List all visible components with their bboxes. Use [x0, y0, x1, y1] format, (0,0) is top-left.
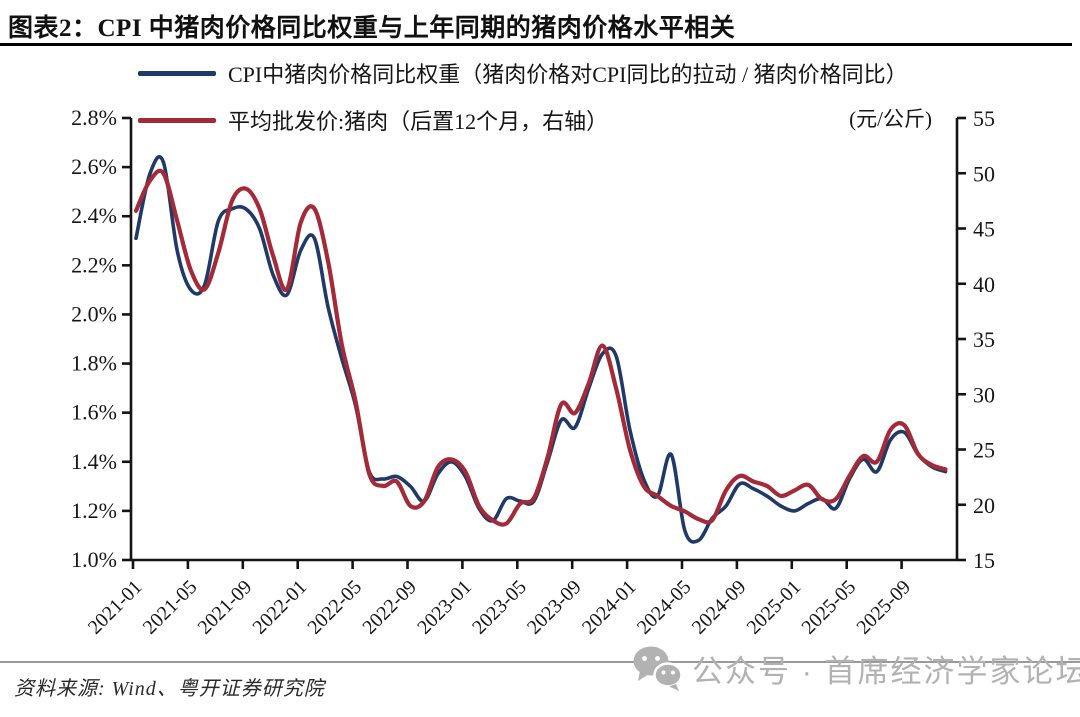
watermark-text: 公众号 · 首席经济学家论坛: [692, 653, 1080, 689]
x-axis-tick-label: 2023-01: [413, 576, 476, 639]
left-axis-tick-label: 2.8%: [71, 105, 117, 130]
right-axis-tick-label: 55: [973, 106, 995, 131]
x-axis-tick-label: 2025-05: [798, 576, 861, 639]
x-axis-tick-label: 2024-09: [688, 576, 751, 639]
x-axis-tick-label: 2021-09: [194, 576, 257, 639]
x-axis-tick-label: 2022-01: [249, 576, 312, 639]
footer-divider: [0, 661, 1080, 663]
x-axis-tick-label: 2022-05: [303, 576, 366, 639]
legend-line-sample-blue: [138, 70, 216, 76]
right-axis-tick-label: 45: [973, 217, 995, 242]
left-axis-tick-label: 2.0%: [71, 301, 117, 326]
right-axis-tick-label: 20: [973, 493, 995, 518]
right-axis-tick-label: 15: [973, 548, 995, 573]
legend-item-pork-price: 平均批发价:猪肉（后置12个月，右轴）: [138, 103, 908, 137]
left-axis-tick-label: 1.2%: [71, 498, 117, 523]
right-axis-unit-label: (元/公斤): [849, 107, 932, 131]
right-axis-tick-label: 25: [973, 438, 995, 463]
legend-line-sample-red: [138, 117, 216, 123]
right-axis-tick-label: 30: [973, 382, 995, 407]
x-axis-tick-label: 2025-01: [743, 576, 806, 639]
watermark: 公众号 · 首席经济学家论坛: [630, 644, 1080, 692]
wechat-icon: [633, 646, 683, 691]
left-axis-tick-label: 2.4%: [71, 203, 117, 228]
left-axis-tick-label: 2.2%: [71, 252, 117, 277]
x-axis-tick-label: 2023-09: [523, 576, 586, 639]
legend-label-cpi-weight: CPI中猪肉价格同比权重（猪肉价格对CPI同比的拉动 / 猪肉价格同比）: [228, 62, 908, 87]
left-axis-tick-label: 1.8%: [71, 351, 117, 376]
left-axis-tick-label: 1.4%: [71, 449, 117, 474]
x-axis-tick-label: 2025-09: [852, 576, 915, 639]
left-axis-tick-label: 2.6%: [71, 154, 117, 179]
right-axis-tick-label: 50: [973, 161, 995, 186]
title-underline: [0, 43, 1072, 46]
left-axis-tick-label: 1.6%: [71, 400, 117, 425]
right-axis-tick-label: 35: [973, 327, 995, 352]
source-note: 资料来源: Wind、粤开证券研究院: [14, 678, 325, 700]
x-axis-tick-label: 2022-09: [358, 576, 421, 639]
page-title: 图表2：CPI 中猪肉价格同比权重与上年同期的猪肉价格水平相关: [8, 8, 1072, 44]
x-axis-tick-label: 2021-01: [84, 576, 147, 639]
x-axis-tick-label: 2024-05: [633, 576, 696, 639]
right-axis-tick-label: 40: [973, 272, 995, 297]
x-axis-tick-label: 2023-05: [468, 576, 531, 639]
x-axis-tick-label: 2024-01: [578, 576, 641, 639]
chart-legend: CPI中猪肉价格同比权重（猪肉价格对CPI同比的拉动 / 猪肉价格同比） 平均批…: [138, 56, 908, 137]
left-axis-tick-label: 1.0%: [71, 547, 117, 572]
pork-price-line: [133, 168, 948, 527]
page-title-text: 图表2：CPI 中猪肉价格同比权重与上年同期的猪肉价格水平相关: [8, 15, 736, 42]
legend-label-pork-price: 平均批发价:猪肉（后置12个月，右轴）: [228, 109, 609, 134]
x-axis-tick-label: 2021-05: [139, 576, 202, 639]
legend-item-cpi-weight: CPI中猪肉价格同比权重（猪肉价格对CPI同比的拉动 / 猪肉价格同比）: [138, 56, 908, 90]
